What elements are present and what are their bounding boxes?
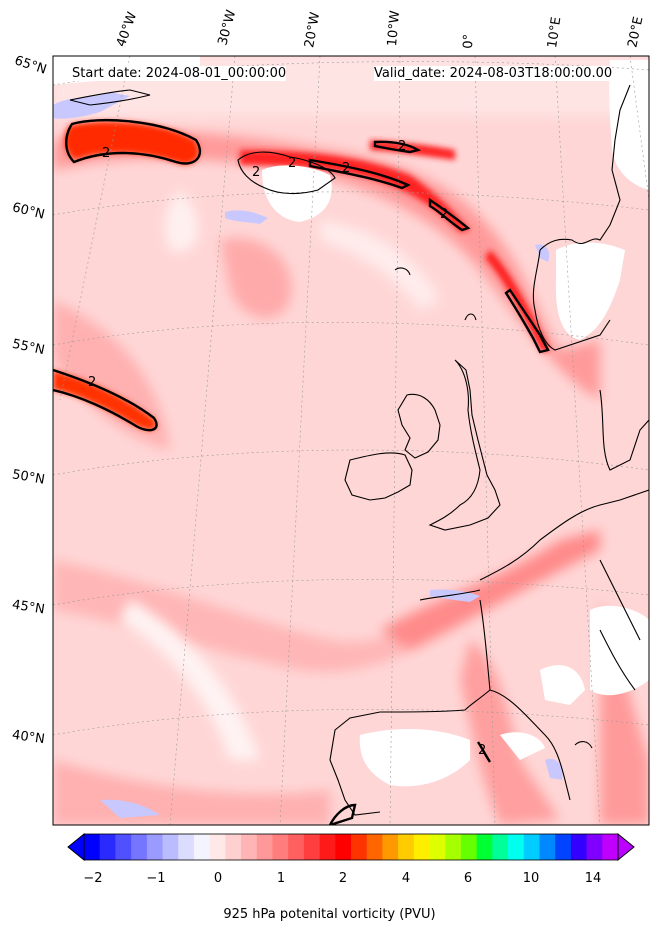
colorbar-segment [476,834,493,860]
colorbar-segment [115,834,132,860]
colorbar-tick: −1 [146,871,166,886]
colorbar-tick: 0 [213,871,223,886]
colorbar-segment [272,834,289,860]
colorbar-segment [460,834,478,860]
colorbar-segment [602,834,619,860]
colorbar-segment [99,834,117,860]
colorbar-tick: 4 [401,871,411,886]
colorbar-tick: 10 [522,871,540,886]
colorbar-segment [146,834,164,860]
contour-label: 2 [398,139,407,154]
colorbar-segment [445,834,462,860]
contour-label: 2 [440,207,449,222]
map-frame [52,55,650,826]
colorbar-tick: 2 [338,871,348,886]
colorbar-segments [84,834,619,860]
graticule [53,56,649,825]
colorbar-segment [586,834,603,860]
colorbar-segment [508,834,525,860]
start-date-label: Start date: 2024-08-01_00:00:00 [72,66,287,81]
valid-date-label: Valid_date: 2024-08-03T18:00:00.00 [374,66,613,81]
masked-terrain [53,56,649,787]
colorbar-segment [413,834,431,860]
colorbar-over-arrow [617,832,635,862]
colorbar-segment [131,834,148,860]
colorbar-title: 925 hPa potenital vorticity (PVU) [223,907,436,922]
contour-label: 2 [102,146,111,161]
colorbar-tick: 6 [463,871,473,886]
colorbar-segment [193,834,211,860]
colorbar-tick: −2 [83,871,103,886]
colorbar-segment [178,834,195,860]
colorbar-segment [366,834,384,860]
lon-label-10w: 10°W [385,9,404,47]
colorbar-segment [288,834,305,860]
colorbar-segment [523,834,541,860]
colorbar-segment [429,834,446,860]
lon-label-0: 0° [461,33,477,49]
colorbar-segment [570,834,588,860]
colorbar-segment [335,834,352,860]
colorbar-tick: 14 [584,871,602,886]
colorbar-tick: 1 [276,871,286,886]
colorbar-segment [351,834,368,860]
colorbar-segment [162,834,179,860]
colorbar-segment [319,834,336,860]
colorbar-segment [555,834,572,860]
colorbar [67,832,635,862]
colorbar-segment [303,834,321,860]
colorbar-segment [539,834,556,860]
contour-label: 2 [88,375,97,390]
contour-label: 2 [342,161,351,176]
colorbar-segment [256,834,274,860]
coastlines [69,84,649,816]
colorbar-outline [83,833,619,861]
colorbar-segment [84,834,101,860]
colorbar-segment [241,834,258,860]
contour-label: 2 [288,156,297,171]
colorbar-segment [492,834,509,860]
colorbar-under-arrow [67,832,85,862]
contour-label: 2 [252,165,261,180]
colorbar-segment [225,834,242,860]
colorbar-segment [209,834,226,860]
pv-2-contours [53,118,550,825]
contour-label: 2 [478,743,487,758]
colorbar-segment [398,834,415,860]
colorbar-segment [382,834,399,860]
